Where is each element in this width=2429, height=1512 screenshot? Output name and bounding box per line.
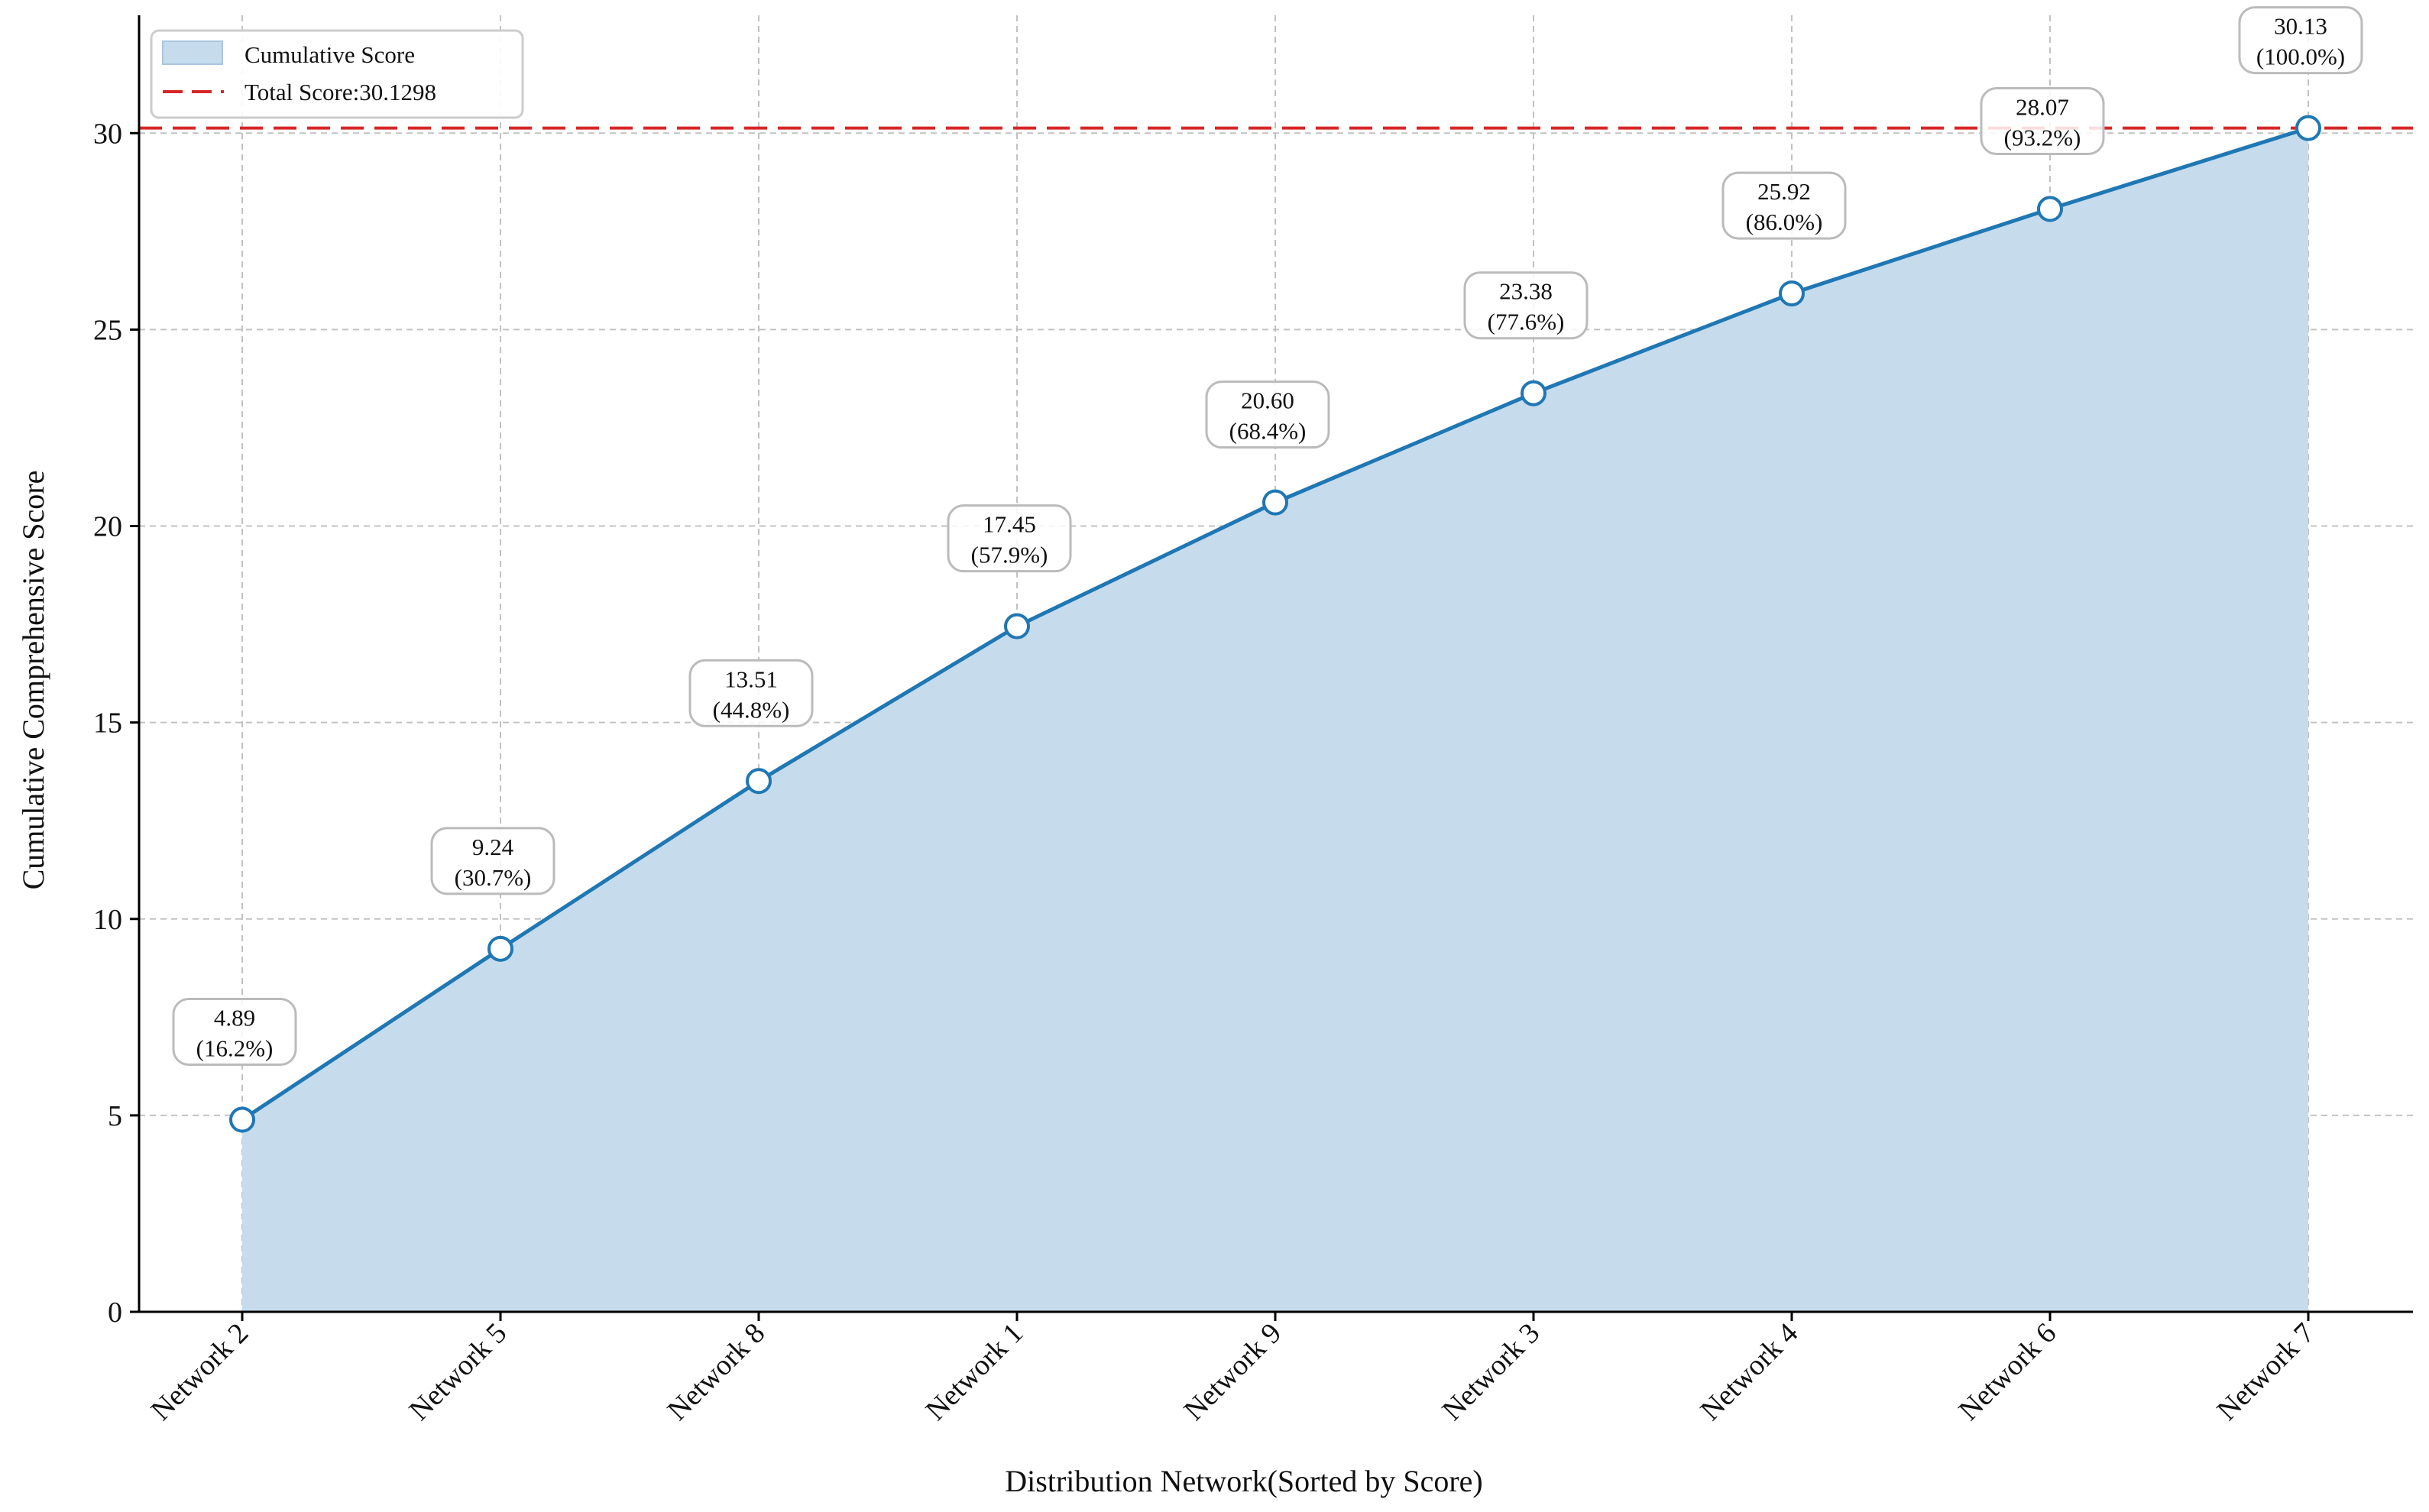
legend-area-label: Cumulative Score bbox=[245, 41, 415, 68]
point-label-box bbox=[1721, 171, 1847, 240]
data-point bbox=[1004, 613, 1030, 639]
point-value-label: 20.60 bbox=[1241, 387, 1294, 414]
line-layer bbox=[229, 115, 2321, 1133]
point-value-label: 25.92 bbox=[1757, 178, 1811, 205]
data-point bbox=[1262, 489, 1288, 516]
point-percent-label: (16.2%) bbox=[196, 1035, 274, 1062]
y-axis-title: Cumulative Comprehensive Score bbox=[16, 471, 50, 890]
point-percent-label: (68.4%) bbox=[1229, 418, 1307, 445]
point-value-label: 13.51 bbox=[724, 665, 778, 692]
y-tick-label: 20 bbox=[93, 511, 122, 543]
x-tick-label: Network 4 bbox=[1694, 1317, 1804, 1427]
point-percent-label: (100.0%) bbox=[2256, 44, 2345, 70]
y-tick-label: 15 bbox=[93, 707, 122, 740]
data-point bbox=[2295, 115, 2321, 141]
point-label-box bbox=[1463, 271, 1589, 340]
y-tick-label: 5 bbox=[108, 1100, 122, 1132]
legend: Cumulative Score Total Score:30.1298 bbox=[150, 29, 524, 119]
point-percent-label: (77.6%) bbox=[1488, 309, 1565, 335]
point-value-label: 28.07 bbox=[2016, 94, 2069, 121]
legend-box bbox=[150, 29, 524, 119]
data-point bbox=[1779, 280, 1805, 307]
point-label-box bbox=[947, 504, 1072, 573]
point-label-box bbox=[1980, 87, 2105, 156]
point-label-box bbox=[172, 998, 297, 1067]
data-point bbox=[229, 1106, 255, 1133]
legend-reference-label: Total Score:30.1298 bbox=[245, 79, 436, 105]
point-value-label: 23.38 bbox=[1499, 278, 1553, 305]
area-layer bbox=[242, 128, 2308, 1313]
x-tick-label: Network 8 bbox=[661, 1317, 771, 1427]
point-value-label: 4.89 bbox=[214, 1005, 255, 1031]
point-label-box bbox=[2238, 6, 2363, 75]
data-point bbox=[487, 935, 513, 962]
x-tick-label: Network 9 bbox=[1177, 1317, 1287, 1427]
point-percent-label: (93.2%) bbox=[2004, 125, 2081, 151]
point-label-box bbox=[688, 659, 814, 727]
x-axis-title: Distribution Network(Sorted by Score) bbox=[1005, 1464, 1482, 1498]
point-value-label: 9.24 bbox=[472, 834, 514, 860]
point-value-label: 30.13 bbox=[2274, 13, 2327, 40]
x-tick-label: Network 5 bbox=[403, 1317, 513, 1427]
cumulative-area bbox=[242, 128, 2308, 1313]
y-tick-label: 10 bbox=[93, 904, 122, 936]
y-tick-label: 30 bbox=[93, 118, 122, 150]
point-percent-label: (30.7%) bbox=[455, 864, 532, 891]
x-tick-label: Network 6 bbox=[1952, 1317, 2062, 1427]
point-percent-label: (86.0%) bbox=[1746, 209, 1823, 235]
point-label-box bbox=[430, 827, 555, 895]
data-point bbox=[1521, 380, 1546, 406]
data-point bbox=[746, 768, 772, 795]
point-label-box bbox=[1205, 380, 1330, 449]
point-percent-label: (57.9%) bbox=[971, 542, 1048, 568]
point-percent-label: (44.8%) bbox=[713, 696, 790, 723]
x-tick-label: Network 1 bbox=[919, 1317, 1029, 1427]
legend-area-swatch bbox=[162, 40, 223, 65]
data-point bbox=[2037, 196, 2063, 222]
point-value-label: 17.45 bbox=[983, 511, 1036, 538]
y-tick-label: 0 bbox=[108, 1297, 122, 1329]
y-tick-label: 25 bbox=[93, 314, 122, 346]
x-tick-label: Network 3 bbox=[1436, 1317, 1546, 1427]
x-tick-label: Network 2 bbox=[144, 1317, 254, 1427]
x-tick-label: Network 7 bbox=[2210, 1317, 2321, 1427]
point-label-layer: 4.89 (16.2%) 9.24 (30.7%) 13.51 (44.8%) 17.45 (… bbox=[172, 6, 2363, 1067]
